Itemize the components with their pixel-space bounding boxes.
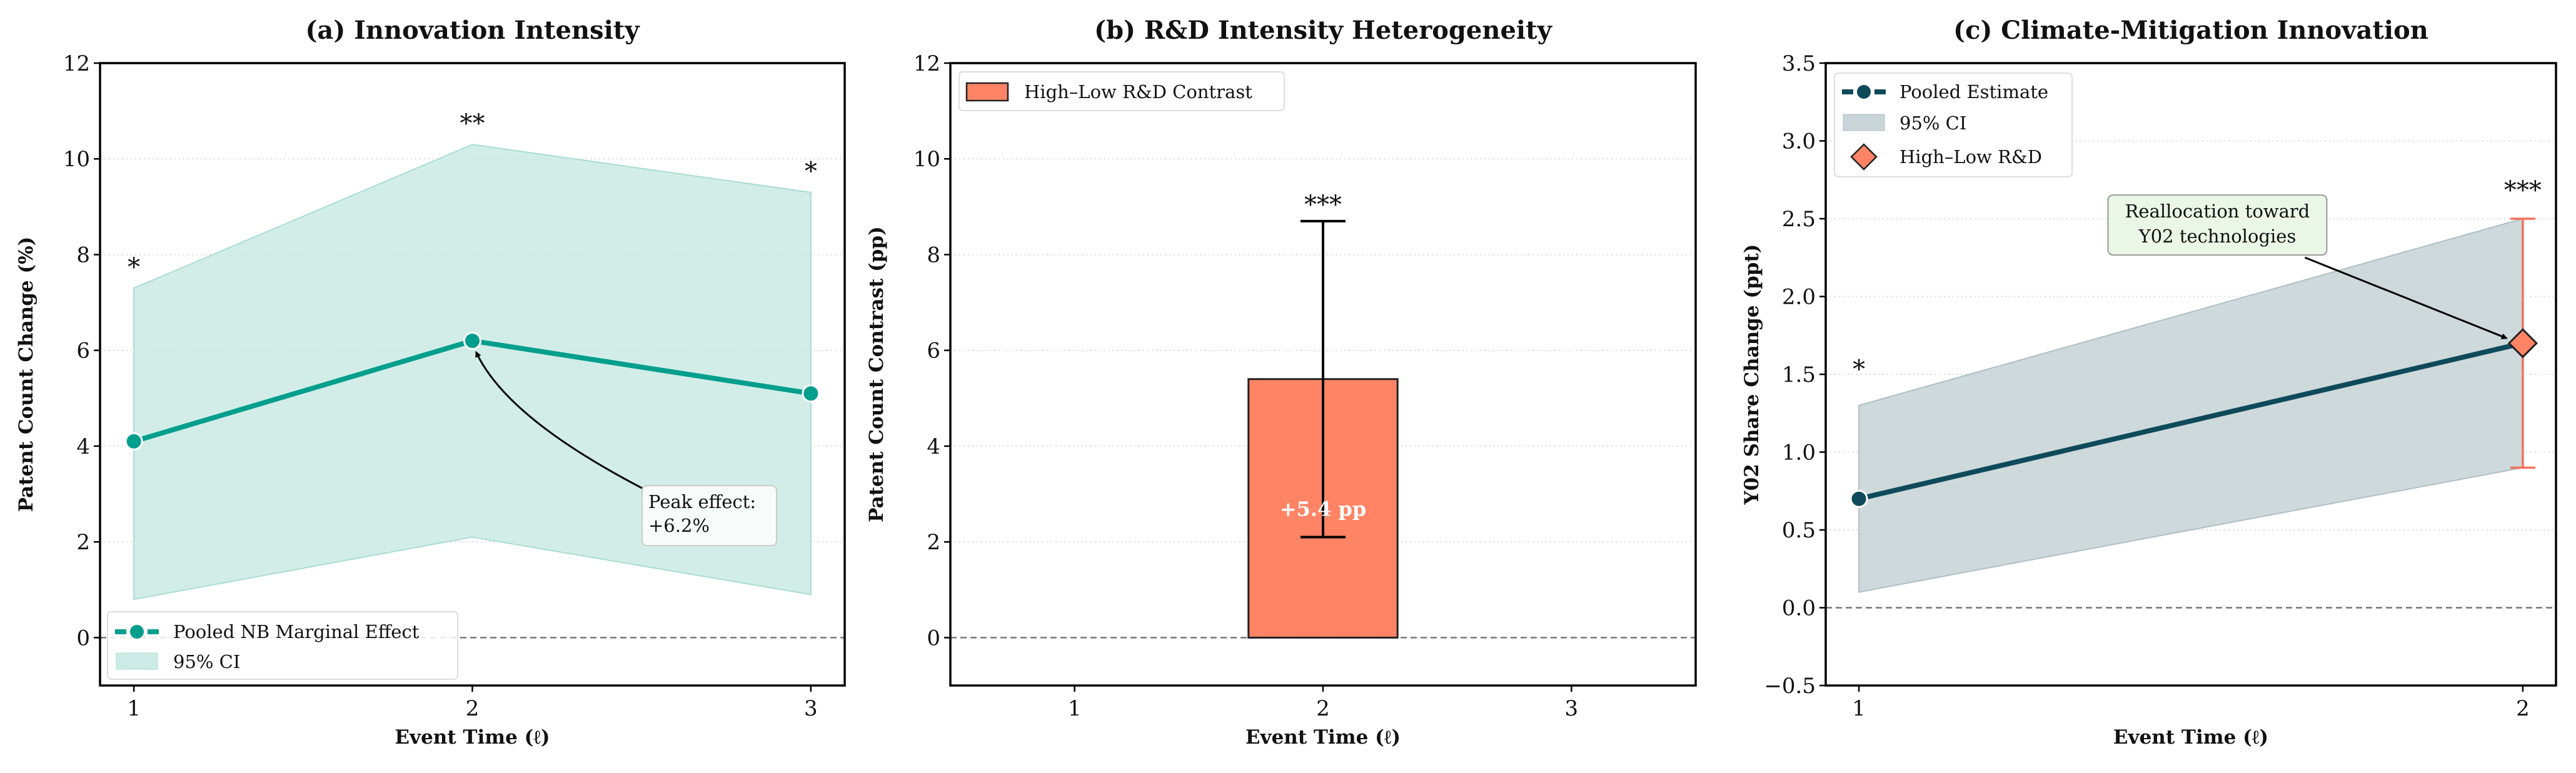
y-tick-label: 10 [63,147,90,172]
data-label: +5.4 pp [1280,497,1366,521]
legend-diamond [1850,143,1878,171]
legend-label: 95% CI [173,651,240,672]
y-tick-label: 2 [927,530,940,555]
series-line [1858,341,2523,502]
data-point [1849,489,1868,508]
y-tick-label: 1.0 [1782,441,1816,466]
legend [958,71,1285,111]
data-point [463,331,481,350]
legend-band-swatch [1843,114,1885,131]
annotation-box [2107,194,2328,256]
annotation-arrow [2304,256,2508,339]
significance-label: *** [1304,191,1342,219]
diamond-marker [2507,328,2538,359]
x-axis-label: Event Time (ℓ) [395,726,550,749]
panel-c: (c) Climate-Mitigation Innovation −0.5 0.0… [1741,16,2557,749]
significance-label: * [1853,356,1865,384]
annotation-text: +6.2% [648,515,710,536]
data-point [802,384,820,403]
legend-label: Pooled NB Marginal Effect [173,621,420,642]
y-tick-label: 4 [76,434,90,459]
annotation-text: Y02 technologies [2138,226,2297,247]
y-tick-label: 10 [913,147,940,172]
ci-band [1858,217,2523,593]
x-tick-label: 2 [1316,696,1330,721]
axes-frame [1824,62,2557,687]
legend-label: High–Low R&D Contrast [1024,81,1252,102]
y-axis-label: Patent Count Change (%) [15,237,38,512]
y-tick-label: 2 [76,530,90,555]
y-tick-label: 6 [76,339,90,364]
x-axis-label: Event Time (ℓ) [2113,726,2268,749]
x-tick-label: 2 [466,696,480,721]
y-tick-label: 2.5 [1782,207,1816,232]
y-tick-label: 3.0 [1782,129,1816,154]
x-tick-label: 1 [1068,696,1082,721]
x-tick-label: 1 [127,696,141,721]
legend [107,611,458,680]
y-tick-label: 1.5 [1782,362,1816,387]
y-tick-label: 12 [913,51,940,76]
legend-label: 95% CI [1899,112,1966,134]
y-tick-label: 6 [927,339,940,364]
legend-band-swatch [116,652,158,670]
y-tick-label: 8 [927,242,940,267]
axes-frame [99,62,846,687]
y-tick-label: 4 [927,434,940,459]
y-tick-label: −0.5 [1764,674,1816,699]
x-axis-label: Event Time (ℓ) [1245,726,1401,749]
y-tick-label: 0.5 [1782,518,1816,543]
significance-label: *** [2504,176,2542,205]
data-point [124,432,143,451]
y-axis-label: Patent Count Contrast (pp) [865,226,888,522]
x-tick-label: 1 [1852,696,1866,721]
annotation-box [641,485,778,547]
significance-label: * [128,253,140,282]
legend-swatch [965,82,1009,102]
chart-title: (c) Climate-Mitigation Innovation [1953,16,2428,45]
x-tick-label: 3 [1565,696,1579,721]
ci-band [133,144,812,601]
legend-marker [1857,85,1871,99]
y-tick-label: 0.0 [1782,596,1816,621]
chart-title: (b) R&D Intensity Heterogeneity [1094,16,1552,45]
y-tick-label: 3.5 [1782,51,1816,76]
y-axis-label: Y02 Share Change (ppt) [1741,244,1763,506]
legend-marker [130,625,144,639]
significance-label: * [805,157,817,186]
panel-b: (b) R&D Intensity Heterogeneity024681012… [865,16,1697,749]
x-tick-label: 3 [804,696,818,721]
chart-title: (a) Innovation Intensity [305,16,640,45]
y-tick-label: 12 [63,51,90,76]
legend-label: Pooled Estimate [1899,81,2048,102]
x-tick-label: 2 [2516,696,2530,721]
legend [1834,72,2073,177]
significance-label: ** [460,109,485,138]
annotation-text: Peak effect: [648,491,756,512]
y-tick-label: 0 [76,626,90,651]
y-tick-label: 0 [927,626,940,651]
legend-label: High–Low R&D [1899,146,2042,167]
y-tick-label: 8 [76,242,90,267]
y-tick-label: 2.0 [1782,285,1816,310]
annotation-arrow [475,351,643,489]
axes-frame [949,62,1697,687]
annotation-text: Reallocation toward [2125,201,2310,222]
